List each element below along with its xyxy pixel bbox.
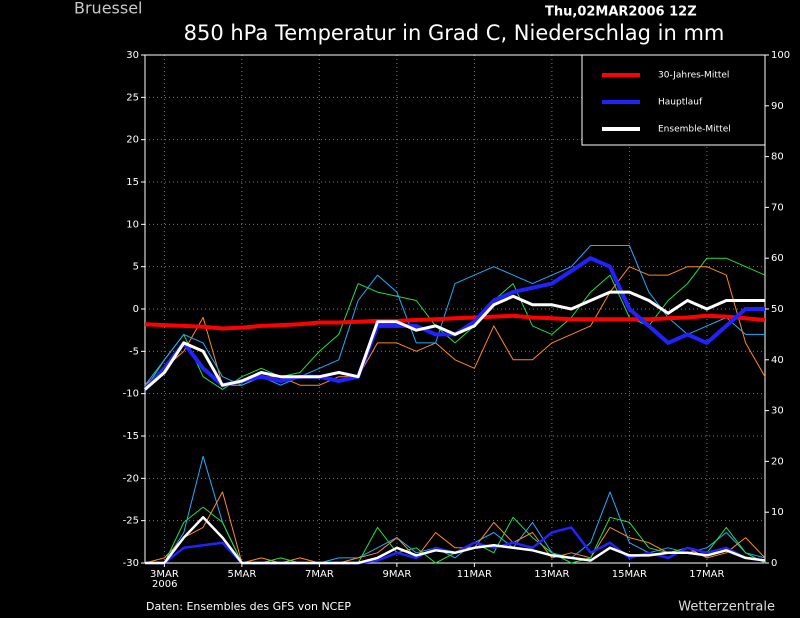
y-tick-label: 30 (126, 50, 139, 61)
y-tick-label: 0 (133, 304, 139, 315)
y-tick-label: -25 (123, 516, 139, 527)
y2-tick-label: 40 (771, 355, 784, 366)
x-tick-label: 7MAR (305, 569, 334, 580)
y2-tick-label: 70 (771, 202, 784, 213)
x-tick-label: 5MAR (227, 569, 256, 580)
x-tick-label: 11MAR (457, 569, 492, 580)
legend-label: 30-Jahres-Mittel (658, 71, 729, 81)
y-tick-label: -20 (123, 473, 139, 484)
y-tick-label: -30 (123, 558, 139, 569)
y-tick-label: 15 (126, 177, 139, 188)
y-tick-label: -10 (123, 389, 139, 400)
x-tick-label: 17MAR (689, 569, 724, 580)
y-tick-label: 20 (126, 135, 139, 146)
x-tick-label: 9MAR (382, 569, 411, 580)
y-tick-label: -15 (123, 431, 139, 442)
x-tick-label: 15MAR (612, 569, 647, 580)
y2-tick-label: 30 (771, 406, 784, 417)
y-tick-label: 25 (126, 92, 139, 103)
y2-tick-label: 0 (771, 558, 777, 569)
run-time: Thu,02MAR2006 12Z (545, 5, 697, 20)
series-line (144, 290, 765, 391)
y2-tick-label: 20 (771, 456, 784, 467)
source: Daten: Ensembles des GFS von NCEP (146, 600, 351, 613)
series-line (144, 313, 766, 331)
x-tick-label: 13MAR (534, 569, 569, 580)
legend-label: Ensemble-Mittel (658, 125, 731, 135)
y2-tick-label: 90 (771, 101, 784, 112)
y2-tick-label: 80 (771, 152, 784, 163)
y2-tick-label: 50 (771, 304, 784, 315)
x-year: 2006 (152, 579, 177, 590)
location: Bruessel (74, 0, 143, 18)
y-tick-label: 5 (133, 262, 139, 273)
x-tick-label: 3MAR (150, 569, 179, 580)
chart-title: 850 hPa Temperatur in Grad C, Niederschl… (184, 21, 725, 45)
y-tick-label: -5 (129, 346, 139, 357)
y2-tick-label: 60 (771, 253, 784, 264)
y2-tick-label: 10 (771, 507, 784, 518)
series-line (144, 491, 766, 564)
series-line (145, 516, 766, 565)
legend-label: Hauptlauf (658, 98, 703, 108)
y-tick-label: 10 (126, 219, 139, 230)
credit: Wetterzentrale (678, 600, 775, 615)
y2-tick-label: 100 (771, 50, 790, 61)
